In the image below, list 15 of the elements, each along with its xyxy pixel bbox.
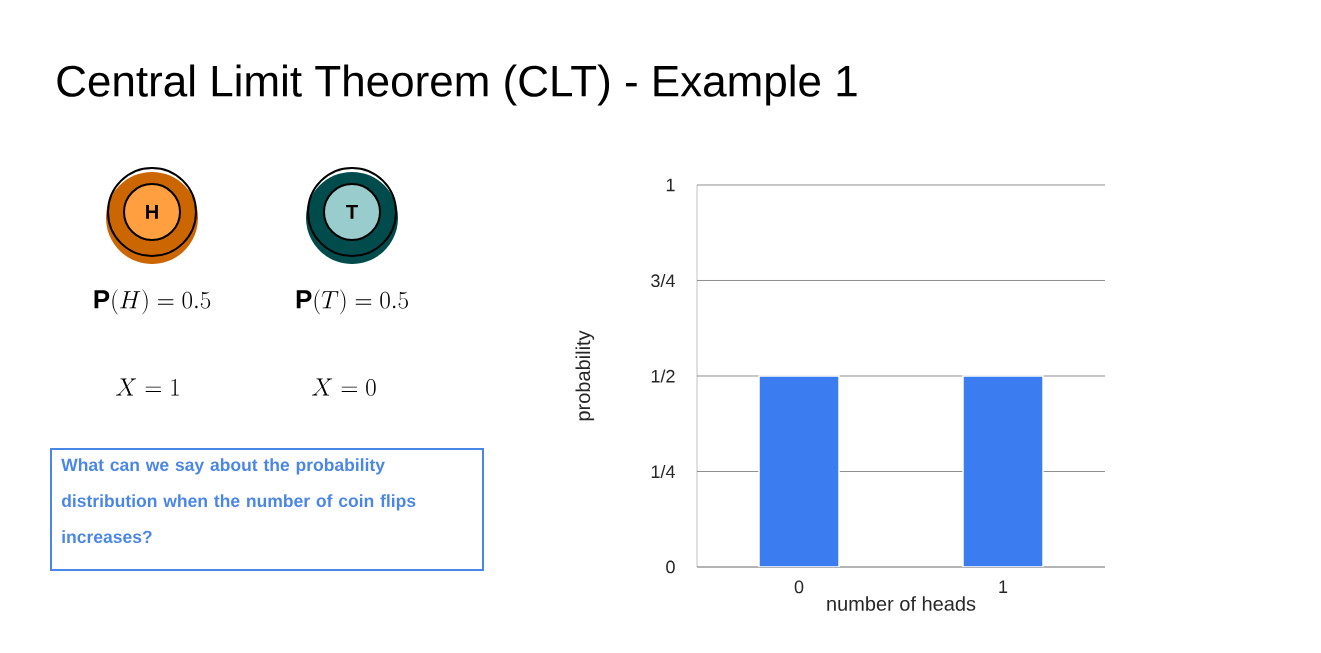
y-tick-label: 1/2 (651, 369, 675, 383)
text: What can we say about the probability distribution when the number of coin flips increases? (61, 458, 416, 544)
text: T (346, 205, 358, 219)
y-axis-title: probability (575, 330, 595, 421)
y-tick-label: 1 (666, 178, 675, 192)
chart-title: Central Limit Theorem (CLT) - Example 1 (57, 64, 857, 106)
text: $X = 1$ (115, 378, 179, 396)
text: $X = 0$ (311, 378, 376, 396)
text: H (146, 205, 158, 219)
y-tick-label: 1/4 (651, 464, 675, 479)
text: $\mathbf{P}(H) = 0.5$ (94, 289, 211, 315)
x-axis-title: number of heads (827, 596, 976, 611)
text: $\mathbf{P}(T) = 0.5$ (296, 289, 408, 315)
y-tick-label: 0 (666, 560, 675, 574)
y-tick-label: 3/4 (651, 273, 675, 288)
